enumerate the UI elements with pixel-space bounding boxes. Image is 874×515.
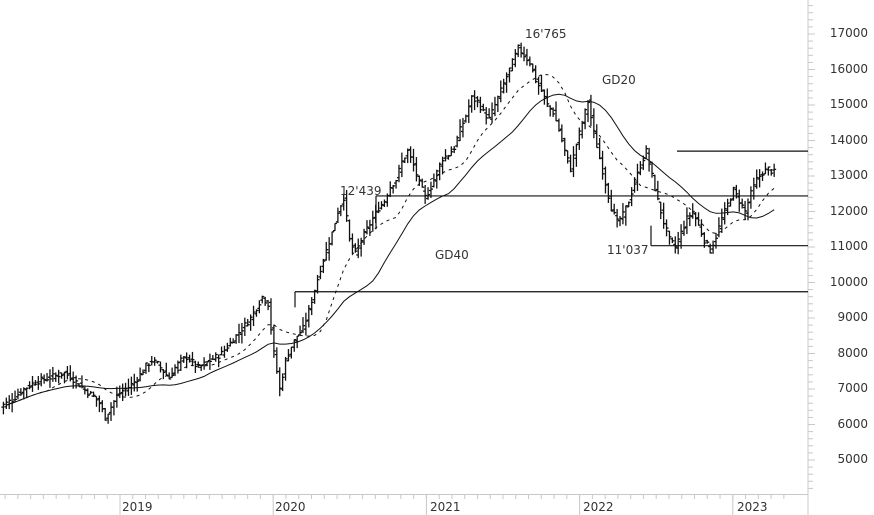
level-annotation: 12'439 — [340, 184, 382, 198]
x-tick-label: 2021 — [430, 500, 461, 514]
y-tick-label: 15000 — [829, 97, 868, 111]
y-tick-label: 16000 — [829, 61, 868, 76]
y-tick-label: 14000 — [829, 132, 868, 147]
y-tick-label: 11000 — [829, 239, 868, 253]
y-tick-label: 10000 — [829, 274, 868, 289]
y-tick-label: 9000 — [837, 310, 868, 324]
low-annotation: 11'037 — [607, 243, 649, 257]
high-annotation: 16'765 — [525, 27, 567, 41]
x-tick-label: 2023 — [737, 500, 768, 514]
x-tick-label: 2022 — [583, 500, 614, 514]
y-tick-label: 6000 — [837, 416, 868, 431]
x-tick-label: 2020 — [275, 500, 306, 514]
y-tick-label: 7000 — [837, 381, 868, 395]
y-tick-label: 8000 — [837, 345, 868, 360]
y-tick-label: 13000 — [829, 168, 868, 182]
gd40-label: GD40 — [435, 248, 469, 262]
gd20-label: GD20 — [602, 73, 636, 87]
y-tick-label: 5000 — [837, 452, 868, 466]
y-tick-label: 17000 — [829, 26, 868, 40]
x-tick-label: 2019 — [122, 500, 153, 514]
y-tick-label: 12000 — [829, 203, 868, 218]
